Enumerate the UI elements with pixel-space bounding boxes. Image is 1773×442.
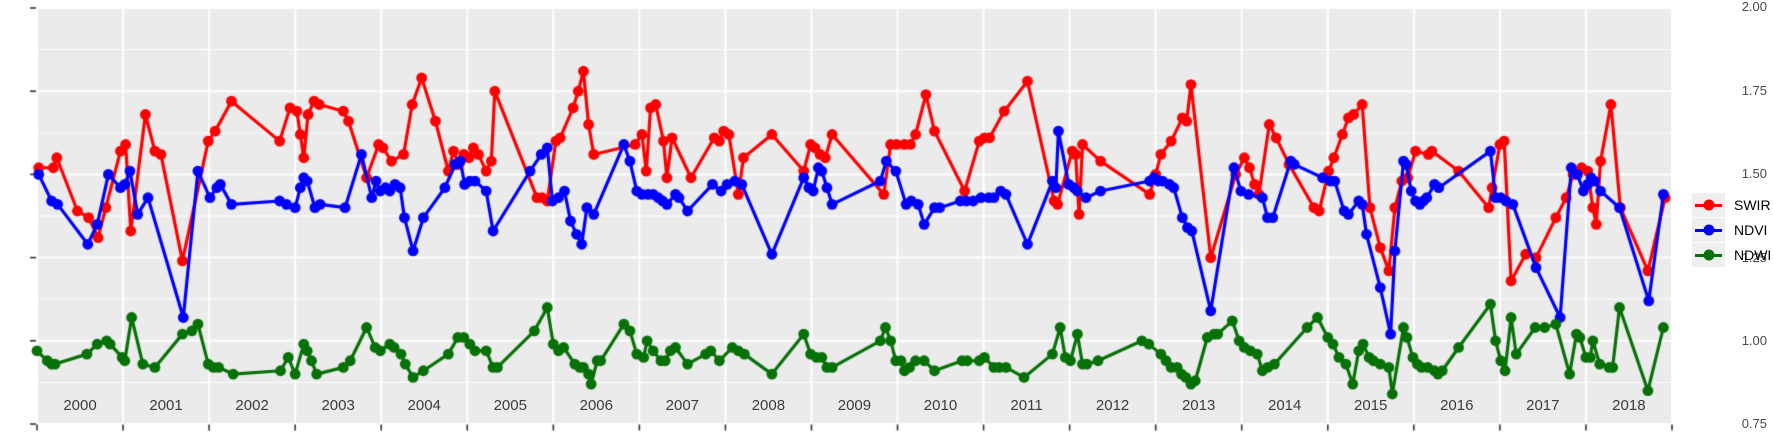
x-tick-label: 2008 [751, 397, 786, 414]
x-tick-label: 2000 [63, 397, 97, 414]
x-tick-label: 2012 [1095, 397, 1130, 414]
legend-item-ndvi: NDVI [1692, 218, 1771, 242]
y-tick-label: 1.75 [1741, 83, 1767, 98]
x-tick-label: 2014 [1267, 397, 1302, 414]
y-tick-label: 1.25 [1741, 250, 1767, 265]
y-tick-label: 0.75 [1741, 416, 1767, 431]
legend-label: NDWI [1734, 247, 1772, 263]
legend-item-swir: SWIR [1692, 193, 1771, 217]
legend-key-swir-icon [1692, 193, 1725, 217]
y-tick-label: 2.00 [1741, 0, 1767, 14]
x-tick-label: 2013 [1181, 397, 1216, 414]
x-tick-label: 2007 [665, 397, 700, 414]
legend-key-ndwi-icon [1692, 243, 1725, 267]
y-tick-label: 1.00 [1741, 333, 1767, 348]
legend-item-ndwi: NDWI [1692, 243, 1771, 267]
legend-label: NDVI [1734, 222, 1768, 238]
x-tick-label: 2018 [1612, 397, 1646, 414]
x-tick-label: 2015 [1354, 397, 1388, 414]
x-tick-label: 2003 [321, 397, 355, 414]
x-axis-labels: 2000 2001 2002 2003 2004 2005 2006 2007 … [37, 397, 1672, 414]
x-tick-label: 2004 [407, 397, 441, 414]
legend-key-ndvi-icon [1692, 218, 1725, 242]
y-tick-label: 1.50 [1741, 166, 1767, 181]
x-tick-label: 2010 [923, 397, 958, 414]
x-tick-label: 2001 [149, 397, 183, 414]
legend-label: SWIR [1734, 197, 1771, 213]
x-tick-label: 2011 [1010, 397, 1043, 414]
legend: SWIR NDVI NDWI [1692, 193, 1771, 268]
x-tick-label: 2006 [579, 397, 613, 414]
x-tick-label: 2016 [1440, 397, 1474, 414]
x-tick-label: 2005 [493, 397, 527, 414]
x-tick-label: 2002 [235, 397, 269, 414]
x-tick-label: 2009 [837, 397, 872, 414]
x-tick-label: 2017 [1526, 397, 1560, 414]
